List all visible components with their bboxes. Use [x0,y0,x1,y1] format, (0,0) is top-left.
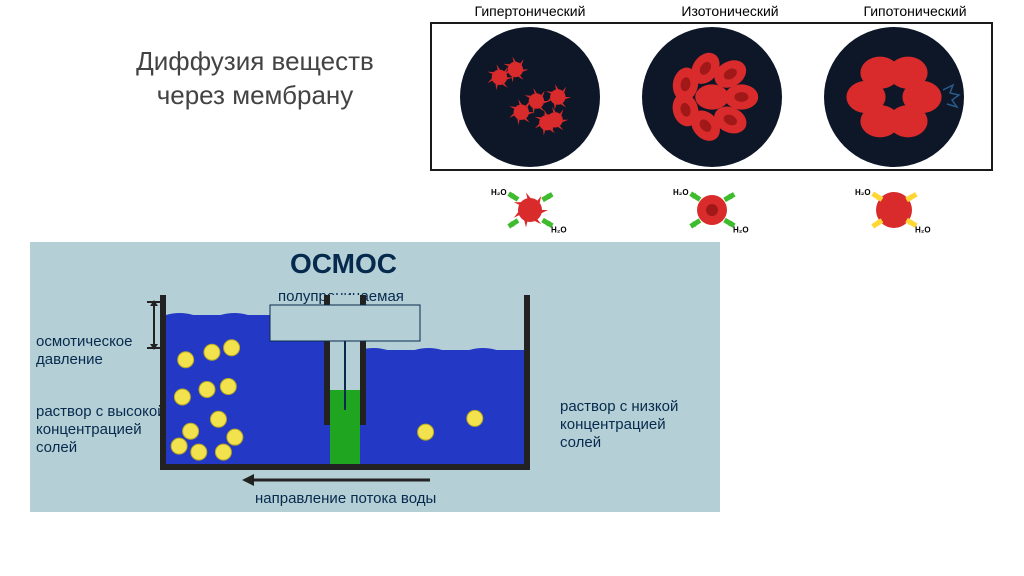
osmosis-label-flow: направление потока воды [255,490,436,508]
cell-label-2: Гипотонический [835,3,995,19]
svg-text:H₂O: H₂O [915,226,931,235]
dish-hyper [460,27,600,167]
cell-below-hyper: H₂O H₂O [485,183,575,242]
svg-text:H₂O: H₂O [551,226,567,235]
cell-label-0: Гипертонический [445,3,615,19]
cell-below-iso: H₂O H₂O [667,183,757,242]
osmosis-label-pressure: осмотическоедавление [36,333,133,369]
svg-text:H₂O: H₂O [855,188,871,197]
svg-text:H₂O: H₂O [673,188,689,197]
osmosis-title: ОСМОС [290,248,397,280]
osmosis-vessel [160,295,530,470]
svg-text:H₂O: H₂O [491,188,507,197]
flow-arrow [240,472,440,488]
pressure-bracket [144,300,164,358]
dish-hypo [824,27,964,167]
osmosis-label-low_conc: раствор с низкойконцентрациейсолей [560,398,678,452]
page-title: Диффузия веществчерез мембрану [105,45,405,113]
osmosis-label-high_conc: раствор с высокойконцентрациейсолей [36,403,166,457]
cell-label-1: Изотонический [650,3,810,19]
dish-iso [642,27,782,167]
svg-text:H₂O: H₂O [733,226,749,235]
cell-below-hypo: H₂O H₂O [849,183,939,242]
